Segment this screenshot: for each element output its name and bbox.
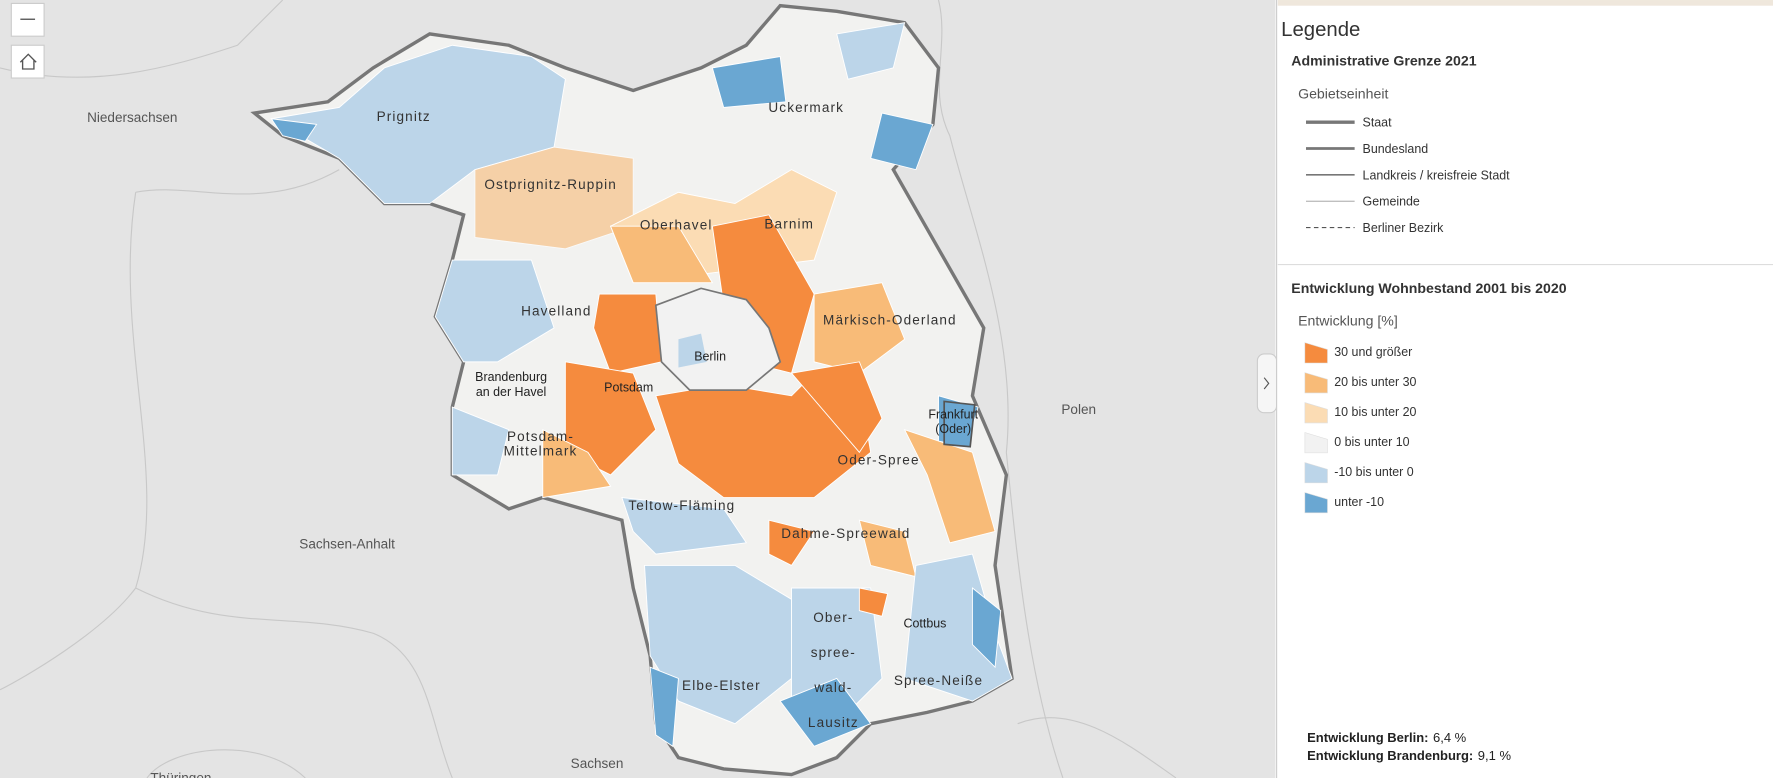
berlin-district: [678, 333, 707, 368]
district-label: Potsdam: [604, 380, 653, 394]
neighbor-label: Niedersachsen: [87, 110, 177, 125]
district-label: Mittelmark: [504, 444, 578, 459]
district-labels: Prignitz Ostprignitz-Ruppin Uckermark Oberh…: [377, 100, 983, 730]
boundary-label: Bundesland: [1363, 142, 1429, 156]
footer-note: Entwicklung Berlin: 6,4 %: [1307, 730, 1467, 745]
class-swatch: [1304, 402, 1328, 424]
footer-notes: Entwicklung Berlin: 6,4 % Entwicklung Bran…: [1307, 730, 1511, 763]
district-label: Barnim: [764, 216, 814, 231]
boundary-label: Landkreis / kreisfreie Stadt: [1363, 168, 1511, 182]
district-label: Cottbus: [904, 617, 947, 631]
class-label: -10 bis unter 0: [1334, 465, 1413, 479]
district-label: (Oder): [935, 422, 971, 436]
legend-subtitle: Gebietseinheit: [1298, 85, 1388, 101]
district-label: Ostprignitz-Ruppin: [484, 177, 617, 192]
class-swatch: [1304, 462, 1328, 484]
district-label: Teltow-Fläming: [628, 498, 735, 513]
district-label: an der Havel: [476, 385, 546, 399]
boundary-items: Staat Bundesland Landkreis / kreisfreie St…: [1306, 116, 1510, 235]
district-label: Uckermark: [768, 100, 844, 115]
panel-topbar: [1277, 0, 1773, 6]
footer-label: Entwicklung Berlin:: [1307, 730, 1428, 745]
district-label: Berlin: [694, 350, 726, 364]
class-items: 30 und größer 20 bis unter 30 10 bis unter…: [1304, 342, 1417, 514]
district-label: Dahme-Spreewald: [781, 526, 910, 541]
district-label: Oder-Spree: [838, 453, 920, 468]
footer-value: 6,4 %: [1433, 730, 1467, 745]
class-swatch: [1304, 432, 1328, 454]
collapse-button[interactable]: [1256, 353, 1278, 414]
boundary-label: Berliner Bezirk: [1363, 221, 1445, 235]
district-label: Elbe-Elster: [682, 678, 761, 693]
legend-panel: [1276, 0, 1773, 778]
district-label: wald-: [813, 680, 852, 695]
boundary-label: Staat: [1363, 116, 1393, 130]
collapse-icon: [1263, 377, 1270, 390]
district-label: Potsdam-: [507, 429, 574, 444]
class-label: 20 bis unter 30: [1334, 375, 1416, 389]
district-label: Oberhavel: [640, 218, 713, 233]
class-swatch: [1304, 342, 1328, 364]
legend-section-title: Administrative Grenze 2021: [1291, 53, 1476, 69]
district-label: Havelland: [521, 304, 591, 319]
footer-value: 9,1 %: [1478, 748, 1512, 763]
legend-subtitle: Entwicklung [%]: [1298, 313, 1398, 329]
footer-note: Entwicklung Brandenburg: 9,1 %: [1307, 748, 1511, 763]
class-label: 30 und größer: [1334, 345, 1412, 359]
district-label: Spree-Neiße: [894, 673, 983, 688]
district-label: Frankfurt: [928, 407, 978, 421]
district-label: Lausitz: [808, 715, 859, 730]
class-swatch: [1304, 372, 1328, 394]
frankfurt-area: [943, 400, 976, 448]
district-label: Prignitz: [377, 109, 431, 124]
class-label: 0 bis unter 10: [1334, 435, 1409, 449]
home-button[interactable]: [10, 44, 45, 79]
legend-section-title: Entwicklung Wohnbestand 2001 bis 2020: [1291, 280, 1566, 296]
class-swatch: [1304, 492, 1328, 514]
municipalities: [270, 22, 1013, 748]
boundary-label: Gemeinde: [1363, 195, 1420, 209]
neighbor-label: Thüringen: [150, 770, 211, 778]
footer-label: Entwicklung Brandenburg:: [1307, 748, 1473, 763]
district-label: Märkisch-Oderland: [823, 313, 957, 328]
neighbor-label: Sachsen-Anhalt: [299, 536, 395, 551]
neighbor-label: Sachsen: [571, 756, 624, 771]
district-label: Ober-: [813, 610, 853, 625]
class-label: 10 bis unter 20: [1334, 405, 1416, 419]
neighbor-label: Polen: [1061, 402, 1096, 417]
home-icon: [19, 53, 37, 70]
class-label: unter -10: [1334, 495, 1384, 509]
neighbor-labels: Niedersachsen Sachsen-Anhalt Sachsen Thürin…: [87, 110, 1096, 778]
district-label: Brandenburg: [475, 370, 547, 384]
legend-title: Legende: [1281, 19, 1360, 41]
district-label: spree-: [811, 645, 856, 660]
